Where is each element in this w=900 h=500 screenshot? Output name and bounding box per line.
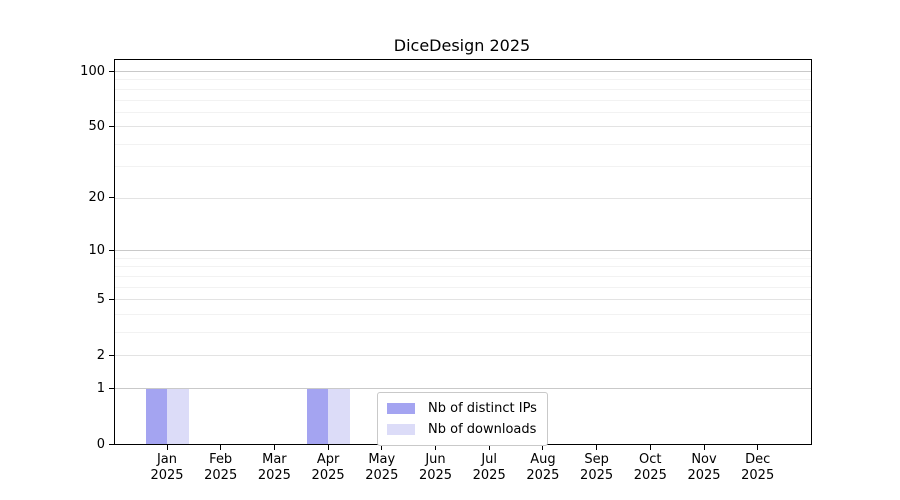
y-tick-label-5: 5	[96, 291, 105, 307]
x-tick-aug	[542, 445, 544, 450]
y-tick-label-50: 50	[88, 118, 105, 134]
y-gridline-minor-30	[115, 166, 811, 168]
y-tick-label-100: 100	[80, 63, 105, 79]
x-tick-label-apr: Apr 2025	[311, 452, 345, 483]
grid-layer	[115, 60, 811, 444]
x-tick-nov	[703, 445, 705, 450]
y-tick-label-0: 0	[96, 436, 105, 452]
x-tick-label-dec: Dec 2025	[741, 452, 775, 483]
bar-layer	[115, 60, 811, 444]
y-gridline-minor-6	[115, 286, 811, 288]
y-tick-label-20: 20	[88, 190, 105, 206]
tick-layer: 0 1 2 5 10 20 50 100 Jan 2025 Feb 2025 Mar 2025 Apr…	[80, 60, 811, 484]
y-tick-5	[109, 298, 115, 300]
y-tick-10	[109, 249, 115, 251]
x-tick-apr	[327, 445, 329, 450]
x-tick-label-jun: Jun 2025	[418, 452, 453, 483]
x-tick-jan	[166, 445, 168, 450]
x-tick-label-jan: Jan 2025	[150, 452, 184, 483]
y-gridline-5	[115, 299, 811, 301]
y-gridline-1	[115, 388, 811, 389]
y-gridline-50	[115, 126, 811, 128]
bar-distinct-ips-apr	[306, 388, 329, 444]
x-tick-label-nov: Nov 2025	[687, 452, 721, 483]
y-gridline-minor-8	[115, 266, 811, 268]
y-gridline-20	[115, 197, 811, 199]
y-gridline-minor-7	[115, 275, 811, 277]
y-tick-label-10: 10	[88, 242, 105, 258]
legend-label-downloads: Nb of downloads	[428, 422, 537, 437]
x-tick-oct	[649, 445, 651, 450]
x-tick-mar	[273, 445, 275, 450]
y-gridline-minor-3	[115, 332, 811, 333]
y-gridline-100	[115, 71, 811, 72]
x-tick-may	[381, 445, 383, 450]
y-tick-100	[109, 70, 115, 72]
y-gridline-10	[115, 250, 811, 252]
y-gridline-minor-4	[115, 313, 811, 315]
y-tick-20	[109, 197, 115, 199]
y-gridline-minor-9	[115, 257, 811, 259]
y-gridline-minor-40	[115, 143, 811, 145]
y-tick-label-2: 2	[96, 347, 105, 363]
y-gridline-minor-80	[115, 88, 811, 90]
y-gridline-minor-60	[115, 111, 811, 113]
chart-title: DiceDesign 2025	[393, 36, 531, 55]
y-gridline-2	[115, 355, 811, 357]
legend: Nb of distinct IPs Nb of downloads	[377, 392, 548, 446]
legend-item-distinct-ips: Nb of distinct IPs	[387, 398, 537, 419]
y-tick-2	[109, 354, 115, 356]
y-tick-0	[109, 443, 115, 445]
x-tick-label-sep: Sep 2025	[580, 452, 614, 483]
bar-downloads-apr	[328, 388, 350, 444]
x-tick-label-oct: Oct 2025	[633, 452, 667, 483]
legend-swatch-downloads	[387, 424, 415, 435]
legend-swatch-distinct-ips	[387, 403, 415, 414]
y-gridline-minor-70	[115, 99, 811, 101]
x-tick-label-aug: Aug 2025	[526, 452, 560, 483]
x-tick-label-feb: Feb 2025	[204, 452, 238, 483]
legend-label-distinct-ips: Nb of distinct IPs	[428, 401, 537, 416]
y-gridline-minor-90	[115, 79, 811, 81]
x-tick-label-may: May 2025	[365, 452, 399, 483]
x-tick-label-jul: Jul 2025	[472, 452, 506, 483]
x-tick-jun	[435, 445, 436, 450]
x-tick-label-mar: Mar 2025	[257, 452, 291, 483]
legend-item-downloads: Nb of downloads	[387, 419, 537, 440]
x-tick-feb	[220, 445, 222, 450]
bar-downloads-jan	[167, 388, 189, 444]
y-tick-1	[109, 387, 115, 389]
x-tick-dec	[757, 445, 759, 450]
x-tick-jul	[488, 445, 490, 450]
bar-distinct-ips-jan	[145, 388, 167, 444]
x-tick-sep	[596, 445, 598, 450]
y-tick-50	[109, 125, 115, 127]
y-tick-label-1: 1	[96, 380, 105, 396]
plot-area: 0 1 2 5 10 20 50 100 Jan 2025 Feb 2025 Mar 2025 Apr…	[80, 59, 812, 484]
